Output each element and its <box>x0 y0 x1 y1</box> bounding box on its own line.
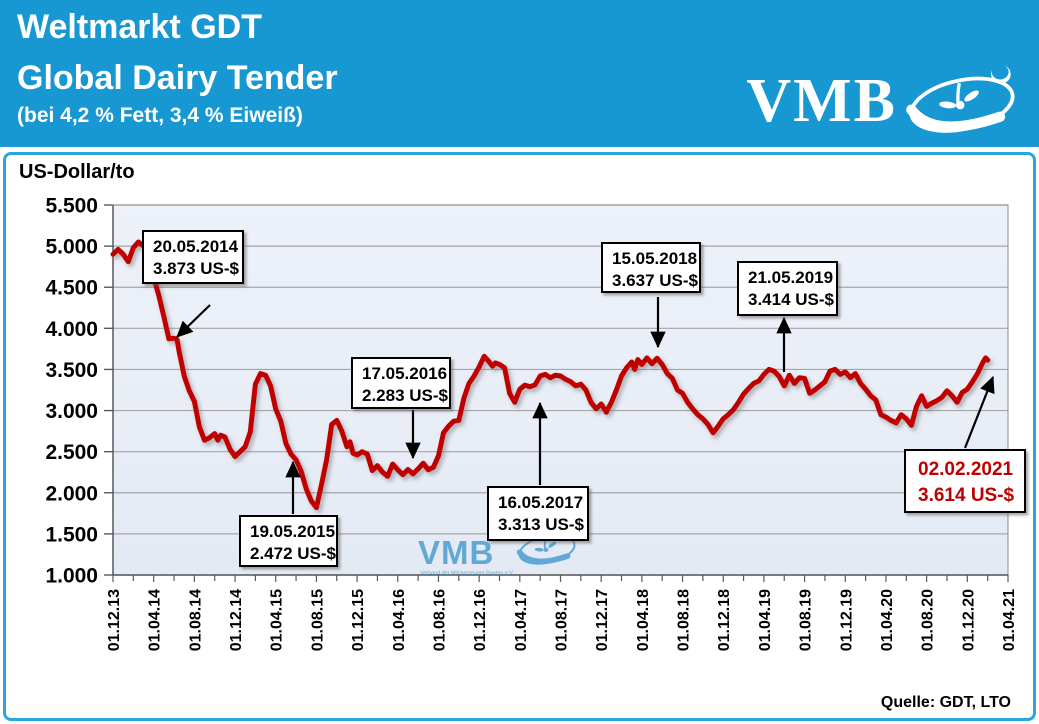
x-tick-label: 01.12.18 <box>716 589 733 651</box>
x-tick-label: 01.12.15 <box>350 589 367 651</box>
vmb-watermark-subtext: Verband der Milcherzeuger Bayern e.V. <box>420 571 514 577</box>
page-title: Weltmarkt GDT <box>17 8 262 46</box>
annotation-value: 2.283 US-$ <box>362 386 449 405</box>
annotation-value: 3.637 US-$ <box>612 271 699 290</box>
annotation-20.05.2014: 20.05.2014 3.873 US-$ <box>142 230 244 338</box>
header-banner: Weltmarkt GDT Global Dairy Tender (bei 4… <box>0 0 1039 147</box>
y-tick-label: 3.500 <box>45 359 98 382</box>
x-tick-label: 01.04.17 <box>513 589 530 651</box>
y-tick-label: 4.000 <box>45 318 98 341</box>
x-tick-label: 01.08.15 <box>309 589 326 651</box>
x-tick-label: 01.04.14 <box>147 589 164 651</box>
gdt-price-chart: 5.500 5.000 4.500 4.000 3.500 3.000 2.500 2.000… <box>45 195 1026 651</box>
annotation-value: 3.873 US-$ <box>153 259 240 278</box>
y-tick-label: 2.500 <box>45 441 98 464</box>
x-tick-label: 01.04.19 <box>757 589 774 651</box>
chart-container: 5.500 5.000 4.500 4.000 3.500 3.000 2.500 2.000… <box>3 152 1036 721</box>
annotation-value: 3.614 US-$ <box>918 485 1015 506</box>
y-tick-label: 1.000 <box>45 565 98 588</box>
annotation-date: 20.05.2014 <box>153 237 239 256</box>
x-tick-label: 01.04.18 <box>635 589 652 651</box>
x-tick-label: 01.08.16 <box>431 589 448 651</box>
vmb-watermark-text: VMB <box>418 534 494 571</box>
annotation-arrow <box>963 375 995 449</box>
y-tick-label: 1.500 <box>45 523 98 546</box>
annotation-date: 16.05.2017 <box>498 493 583 512</box>
annotation-date: 21.05.2019 <box>748 268 833 287</box>
y-tick-label: 4.500 <box>45 277 98 300</box>
annotation-date: 17.05.2016 <box>362 364 447 383</box>
x-tick-label: 01.04.15 <box>269 589 286 651</box>
price-line <box>110 239 991 511</box>
x-tick-label: 01.12.20 <box>960 589 977 651</box>
annotation-box <box>239 515 338 567</box>
x-tick-label: 01.04.20 <box>879 589 896 651</box>
annotation-box <box>904 449 1026 513</box>
vmb-logo: VMB <box>746 56 1023 146</box>
annotation-16.05.2017: 16.05.2017 3.313 US-$ <box>487 401 589 541</box>
x-tick-label: 01.12.16 <box>472 589 489 651</box>
annotation-box <box>601 242 701 293</box>
annotation-19.05.2015: 19.05.2015 2.472 US-$ <box>239 460 338 567</box>
annotation-15.05.2018: 15.05.2018 3.637 US-$ <box>601 242 701 349</box>
annotation-box <box>487 486 589 541</box>
vmb-swirl-icon <box>901 56 1023 146</box>
x-tick-label: 01.08.14 <box>187 589 204 651</box>
y-tick-label: 2.000 <box>45 482 98 505</box>
annotation-arrow <box>176 304 211 338</box>
annotation-date: 19.05.2015 <box>250 522 335 541</box>
y-axis-title: US-Dollar/to <box>19 161 135 183</box>
x-tick-label: 01.08.20 <box>920 589 937 651</box>
y-tick-label: 3.000 <box>45 400 98 423</box>
x-tick-label: 01.12.13 <box>106 589 123 651</box>
y-tick-label: 5.500 <box>45 195 98 218</box>
page-title-line2: Global Dairy Tender <box>17 59 338 97</box>
x-tick-label: 01.12.17 <box>594 589 611 651</box>
annotation-box <box>142 230 244 284</box>
annotation-box <box>737 261 838 316</box>
x-tick-label: 01.08.18 <box>676 589 693 651</box>
x-tick-label: 01.12.19 <box>838 589 855 651</box>
annotation-box <box>351 357 451 409</box>
annotation-value: 3.414 US-$ <box>748 290 835 309</box>
x-tick-label: 01.04.16 <box>391 589 408 651</box>
annotation-02.02.2021: 02.02.2021 3.614 US-$ <box>904 375 1026 513</box>
annotation-value: 3.313 US-$ <box>498 515 585 534</box>
x-tick-label: 01.12.14 <box>228 589 245 651</box>
annotation-date: 02.02.2021 <box>918 459 1014 480</box>
annotation-date: 15.05.2018 <box>612 249 697 268</box>
fat-protein-subtitle: (bei 4,2 % Fett, 3,4 % Eiweiß) <box>17 104 303 127</box>
x-tick-label: 01.04.21 <box>1001 589 1018 651</box>
vmb-logo-text: VMB <box>746 67 897 135</box>
annotation-17.05.2016: 17.05.2016 2.283 US-$ <box>351 357 451 460</box>
y-tick-label: 5.000 <box>45 236 98 259</box>
x-tick-label: 01.08.17 <box>554 589 571 651</box>
source-note: Quelle: GDT, LTO <box>880 694 1011 711</box>
x-tick-label: 01.08.19 <box>798 589 815 651</box>
annotation-value: 2.472 US-$ <box>250 544 337 563</box>
annotation-21.05.2019: 21.05.2019 3.414 US-$ <box>737 261 838 372</box>
